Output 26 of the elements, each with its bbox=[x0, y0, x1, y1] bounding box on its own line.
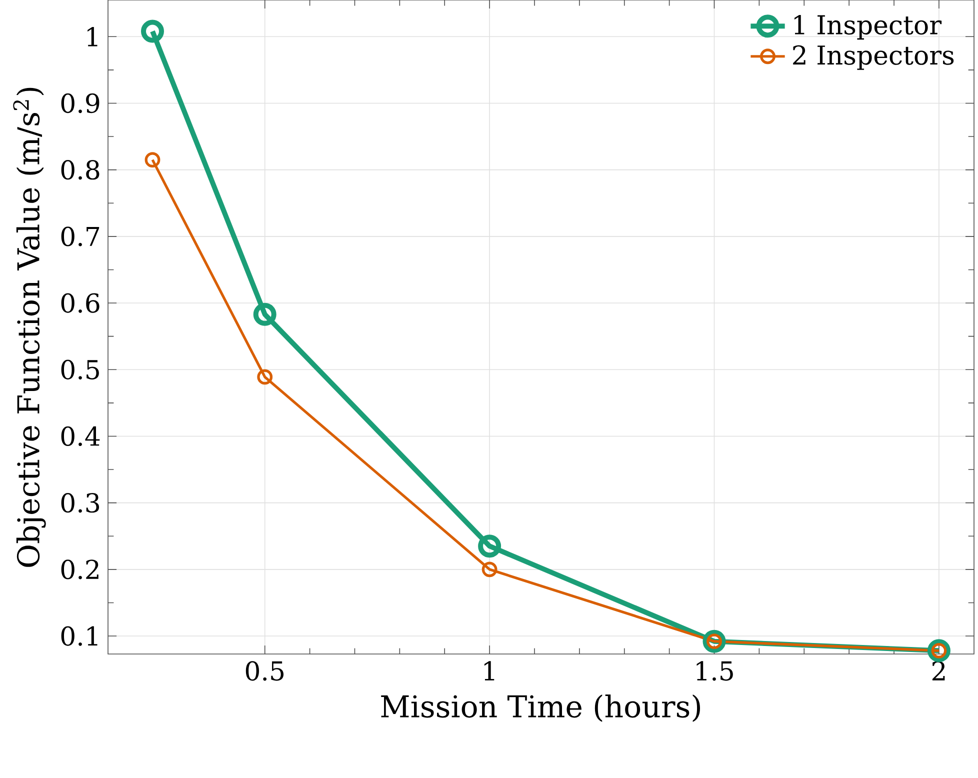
point bbox=[927, 639, 950, 662]
y-tick-label: 0.3 bbox=[61, 492, 100, 513]
y-axis-title: Objective Function Value (m/s$^{2}$) bbox=[13, 88, 46, 567]
x-axis-title: Mission Time (hours) bbox=[381, 694, 700, 722]
point bbox=[482, 562, 498, 578]
y-tick-label: 0.8 bbox=[61, 160, 100, 180]
y-tick-label: 0.7 bbox=[61, 226, 100, 246]
y-tick-label: 0.9 bbox=[61, 93, 100, 114]
y-tick-label: 1 bbox=[88, 26, 98, 46]
legend-label: 1 Inspector bbox=[794, 14, 942, 40]
point bbox=[478, 534, 502, 558]
y-tick-label: 0.1 bbox=[61, 626, 98, 646]
x-tick-label: 0.5 bbox=[246, 661, 284, 681]
legend-label: 2 Inspectors bbox=[793, 45, 954, 70]
y-tick-label: 0.6 bbox=[61, 293, 100, 313]
y-tick-label: 0.5 bbox=[61, 360, 99, 380]
x-tick-label: 1 bbox=[484, 661, 494, 680]
point bbox=[140, 20, 164, 43]
point bbox=[257, 369, 273, 385]
y-tick-label: 0.2 bbox=[61, 560, 98, 580]
point bbox=[253, 302, 276, 326]
x-tick-label: 2 bbox=[932, 661, 945, 680]
point bbox=[702, 630, 726, 653]
point bbox=[144, 152, 160, 168]
y-tick-label: 0.4 bbox=[61, 426, 100, 446]
x-tick-label: 1.5 bbox=[696, 661, 733, 681]
